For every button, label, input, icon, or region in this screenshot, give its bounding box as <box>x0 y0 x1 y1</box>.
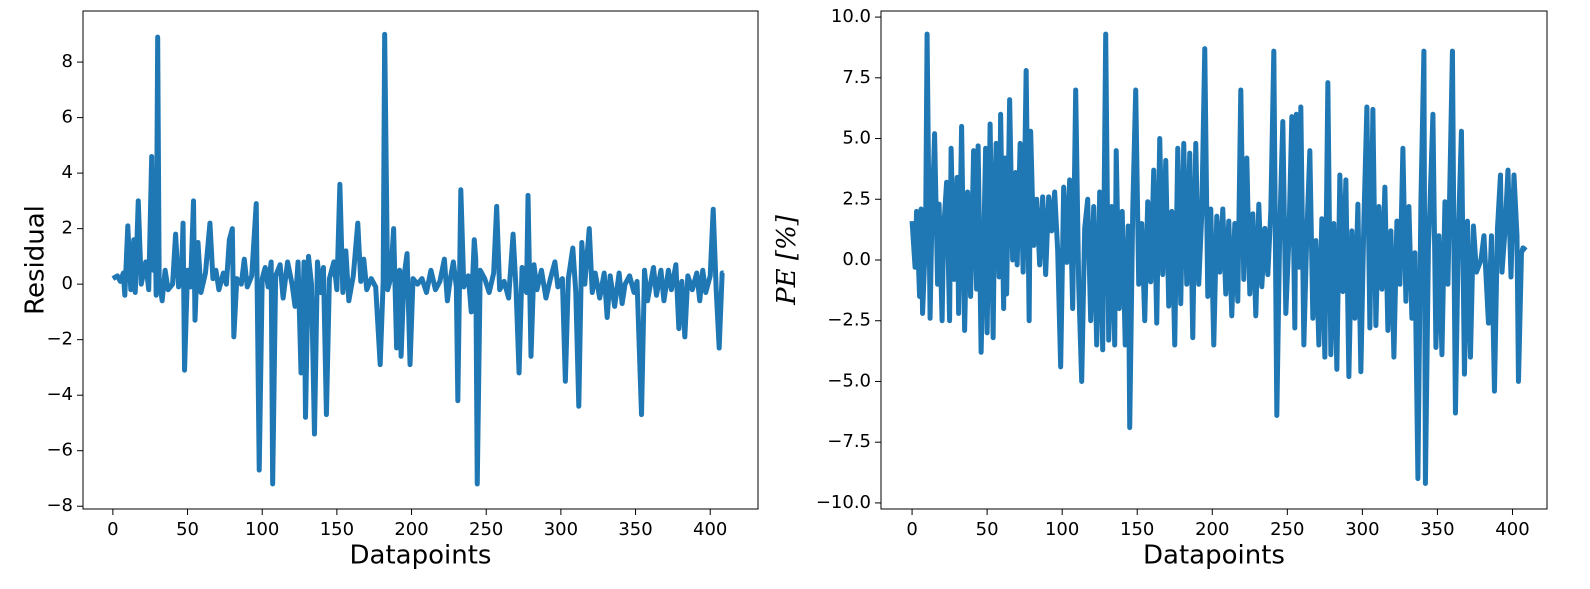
y-tick-label: 10.0 <box>831 6 871 27</box>
y-tick-label: 0 <box>62 273 73 294</box>
x-tick-label: 50 <box>976 519 999 540</box>
y-tick-label: −5.0 <box>827 370 871 391</box>
x-tick-label: 100 <box>245 519 279 540</box>
data-line <box>909 31 1528 486</box>
x-tick-label: 300 <box>544 519 578 540</box>
y-axis-label: Residual <box>21 205 51 315</box>
y-tick-label: −6 <box>46 440 73 461</box>
y-tick-label: 4 <box>62 162 73 183</box>
x-tick-label: 400 <box>693 519 727 540</box>
y-axis-label: PE [%] <box>772 214 802 306</box>
y-tick-label: 6 <box>62 107 73 128</box>
x-tick-label: 150 <box>1120 519 1154 540</box>
y-tick-label: −7.5 <box>827 431 871 452</box>
y-tick-label: 2 <box>62 218 73 239</box>
y-tick-label: −4 <box>46 384 73 405</box>
x-axis-label: Datapoints <box>350 541 492 571</box>
x-tick-label: 100 <box>1045 519 1079 540</box>
x-tick-label: 50 <box>176 519 199 540</box>
y-tick-label: −2 <box>46 329 73 350</box>
x-tick-label: 150 <box>320 519 354 540</box>
y-tick-label: −8 <box>46 495 73 516</box>
x-tick-label: 300 <box>1345 519 1379 540</box>
x-tick-label: 200 <box>1195 519 1229 540</box>
y-tick-label: 7.5 <box>842 67 871 88</box>
y-tick-label: 5.0 <box>842 128 871 149</box>
y-tick-label: 0.0 <box>842 249 871 270</box>
data-line <box>111 31 725 487</box>
x-tick-label: 0 <box>906 519 917 540</box>
y-tick-label: 8 <box>62 51 73 72</box>
x-tick-label: 250 <box>1270 519 1304 540</box>
y-tick-label: −10.0 <box>816 492 871 513</box>
x-tick-label: 350 <box>618 519 652 540</box>
x-tick-label: 0 <box>107 519 118 540</box>
x-tick-label: 400 <box>1495 519 1529 540</box>
y-tick-label: −2.5 <box>827 310 871 331</box>
x-tick-label: 350 <box>1420 519 1454 540</box>
x-tick-label: 250 <box>469 519 503 540</box>
x-tick-label: 200 <box>394 519 428 540</box>
plot-frame <box>82 10 759 510</box>
y-tick-label: 2.5 <box>842 188 871 209</box>
x-axis-label: Datapoints <box>1143 541 1285 571</box>
